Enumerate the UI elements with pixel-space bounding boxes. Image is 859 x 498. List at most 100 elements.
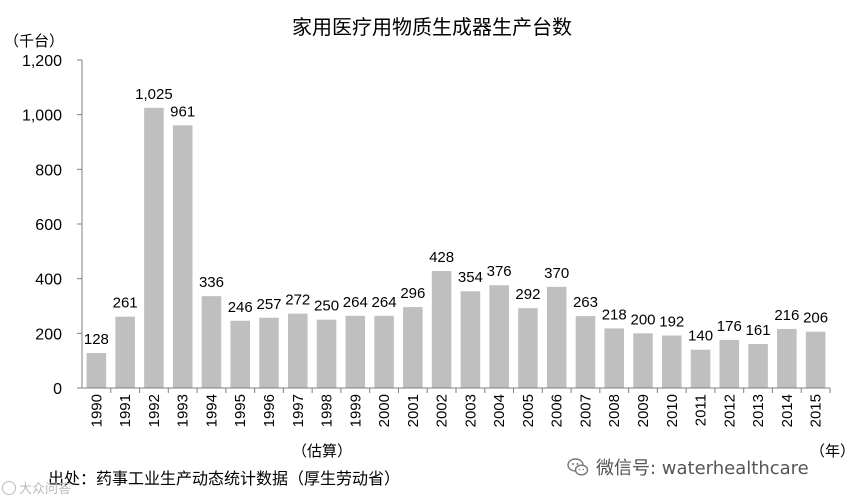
x-tick-label: 2004 <box>491 394 508 427</box>
bar <box>633 333 653 388</box>
y-tick-label: 400 <box>35 272 62 289</box>
x-tick-label: 2008 <box>606 394 623 427</box>
data-label: 218 <box>602 306 627 323</box>
x-tick-label: 2015 <box>808 394 825 427</box>
x-tick-label: 2013 <box>750 394 767 427</box>
bar <box>748 343 768 388</box>
data-label: 1,025 <box>135 86 173 103</box>
wechat-account: 微信号: waterhealthcare <box>566 454 809 480</box>
x-tick-label: 2001 <box>405 394 422 427</box>
x-tick-label: 2010 <box>664 394 681 427</box>
bar <box>690 349 711 388</box>
x-tick-label: 2003 <box>462 394 479 427</box>
bar <box>287 313 308 388</box>
bar <box>460 291 481 388</box>
bar <box>777 328 797 388</box>
data-label: 354 <box>458 269 483 286</box>
y-tick-label: 0 <box>53 381 62 398</box>
bar <box>604 328 625 388</box>
x-tick-label: 2014 <box>779 394 796 427</box>
x-tick-label: 1996 <box>261 394 278 427</box>
bar <box>172 125 193 389</box>
x-axis: 1990 1991 1992 1993 1994 1995 1996 1997 1998 1999… <box>82 387 831 427</box>
data-label: 250 <box>314 298 339 315</box>
data-label: 246 <box>228 299 253 316</box>
x-tick-label: 1990 <box>88 394 105 427</box>
data-label: 376 <box>487 263 512 280</box>
y-axis: 0 200 400 600 800 1,000 1,200 <box>22 53 83 398</box>
x-tick-label: 1999 <box>347 394 364 427</box>
x-tick-label: 1991 <box>117 394 134 427</box>
data-label: 257 <box>256 296 281 313</box>
bar <box>575 316 596 388</box>
data-label: 961 <box>170 103 195 120</box>
x-tick-label: 2011 <box>693 394 710 426</box>
bar <box>546 286 567 388</box>
x-tick-label: 2006 <box>549 394 566 427</box>
bar <box>144 107 164 388</box>
bar <box>805 331 826 388</box>
y-axis-unit: （千台） <box>4 32 64 50</box>
watermark: 大众问答 <box>2 478 71 497</box>
x-tick-label: 1992 <box>146 394 163 427</box>
data-label: 192 <box>659 314 684 331</box>
bar <box>230 320 251 388</box>
data-label: 200 <box>630 311 655 328</box>
bars <box>86 107 826 389</box>
data-label: 272 <box>285 292 310 309</box>
y-tick-label: 200 <box>35 326 62 343</box>
x-tick-label: 2005 <box>520 394 537 427</box>
data-label: 176 <box>717 318 742 335</box>
y-tick-label: 1,000 <box>22 108 62 125</box>
y-tick-label: 800 <box>35 162 62 179</box>
data-label: 206 <box>803 310 828 327</box>
source-note: 出处：药事工业生产动态统计数据（厚生劳动省） <box>48 469 401 488</box>
bar <box>489 285 509 388</box>
data-label: 428 <box>429 249 454 266</box>
bar <box>403 307 423 388</box>
data-label: 128 <box>84 331 109 348</box>
bar <box>719 339 740 388</box>
bar <box>661 335 682 388</box>
bar <box>115 316 135 388</box>
estimate-note: （估算） <box>292 442 352 460</box>
x-tick-label: 2000 <box>376 394 393 427</box>
watermark-text: 大众问答 <box>19 482 72 497</box>
x-tick-label: 2002 <box>434 394 451 427</box>
wechat-label: 微信号: waterhealthcare <box>596 458 809 479</box>
x-tick-label: 2007 <box>577 394 594 427</box>
data-label: 140 <box>688 328 713 345</box>
data-label: 370 <box>544 265 569 282</box>
x-tick-label: 1995 <box>232 394 249 427</box>
bar <box>431 271 452 388</box>
x-tick-label: 1993 <box>175 394 192 427</box>
bar <box>259 317 279 388</box>
watermark-logo-icon <box>2 480 16 495</box>
x-axis-unit: （年） <box>810 442 855 460</box>
y-tick-label: 1,200 <box>22 53 62 70</box>
data-label: 292 <box>515 286 540 303</box>
chart-title: 家用医疗用物质生成器生产台数 <box>292 15 572 39</box>
data-label: 263 <box>573 294 598 311</box>
x-tick-label: 1998 <box>319 394 336 427</box>
bar <box>518 308 538 388</box>
x-tick-label: 1994 <box>203 394 220 427</box>
data-label: 264 <box>343 294 368 311</box>
bar <box>345 315 366 388</box>
x-tick-label: 2012 <box>721 394 738 427</box>
data-label: 161 <box>746 322 771 339</box>
data-label: 296 <box>400 285 425 302</box>
data-label: 264 <box>372 294 397 311</box>
x-tick-label: 1997 <box>290 394 307 427</box>
data-label: 336 <box>199 274 224 291</box>
data-label: 216 <box>774 307 799 324</box>
wechat-icon <box>567 458 589 476</box>
x-tick-label: 2009 <box>635 394 652 427</box>
bar <box>374 315 394 388</box>
bar <box>86 353 107 388</box>
bar <box>201 296 222 388</box>
bar <box>316 319 337 388</box>
y-tick-label: 600 <box>35 217 62 234</box>
